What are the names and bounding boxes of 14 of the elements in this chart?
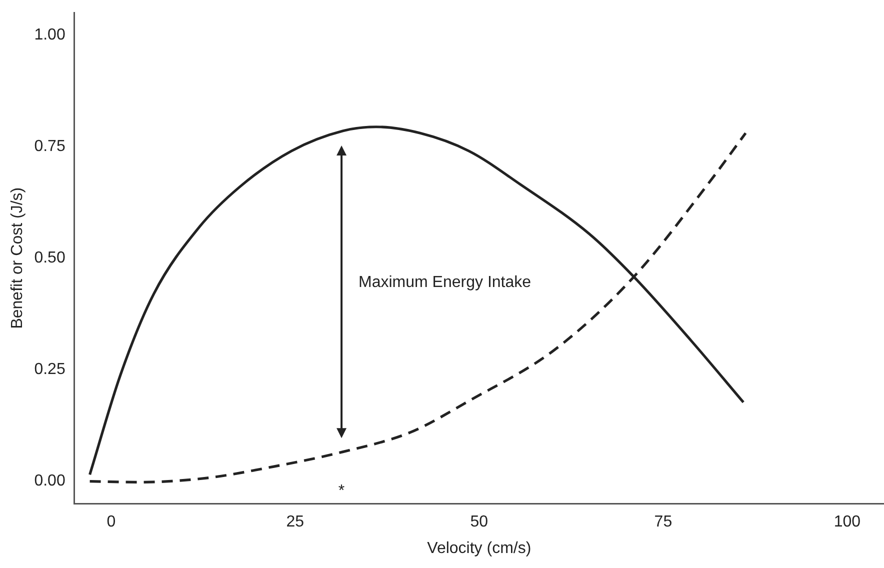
annotation: Maximum Energy Intake <box>358 274 532 292</box>
y-tick-label: 0.75 <box>34 138 66 155</box>
x-tick-label: 100 <box>834 514 861 531</box>
x-tick-label: 50 <box>470 514 488 531</box>
y-tick-label: 0.25 <box>34 361 66 378</box>
annotation: * <box>338 482 345 500</box>
x-tick-label: 0 <box>106 514 116 531</box>
y-axis-title: Benefit or Cost (J/s) <box>9 187 26 329</box>
y-tick-label: 1.00 <box>34 26 66 44</box>
x-tick-label: 25 <box>286 514 304 531</box>
x-tick-label: 75 <box>654 514 672 531</box>
y-tick-label: 0.00 <box>34 472 66 490</box>
y-tick-label: 0.50 <box>34 250 66 267</box>
x-axis-title: Velocity (cm/s) <box>427 540 532 557</box>
